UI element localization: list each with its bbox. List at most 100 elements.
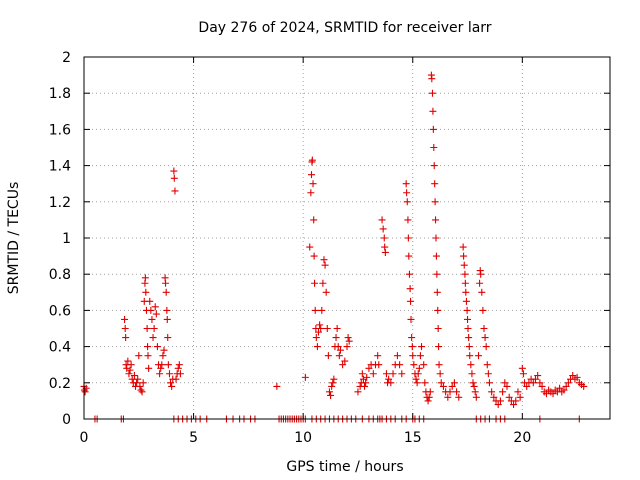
x-tick-label: 15 bbox=[404, 430, 422, 446]
data-point bbox=[430, 144, 438, 151]
data-point bbox=[501, 379, 509, 387]
data-point bbox=[468, 370, 476, 378]
data-point bbox=[433, 270, 441, 278]
data-point bbox=[403, 189, 411, 197]
data-point bbox=[516, 393, 524, 401]
data-point bbox=[448, 382, 456, 390]
data-point bbox=[153, 343, 161, 351]
y-tick-label: 0.4 bbox=[49, 340, 71, 356]
data-point bbox=[463, 306, 471, 314]
data-point bbox=[424, 397, 432, 405]
data-point bbox=[174, 364, 182, 372]
data-point bbox=[325, 388, 333, 396]
data-point bbox=[165, 370, 173, 378]
data-point bbox=[490, 393, 498, 401]
data-point bbox=[469, 379, 477, 387]
data-point bbox=[484, 370, 492, 378]
data-point bbox=[150, 325, 158, 332]
data-point bbox=[403, 198, 411, 206]
data-point bbox=[81, 388, 89, 396]
data-point bbox=[158, 361, 166, 369]
data-point bbox=[335, 352, 343, 360]
data-point bbox=[393, 352, 401, 360]
data-point bbox=[145, 364, 153, 372]
data-point bbox=[549, 390, 557, 398]
data-point bbox=[387, 379, 395, 387]
data-point bbox=[465, 343, 473, 351]
data-point bbox=[453, 388, 461, 396]
data-point bbox=[466, 352, 474, 360]
data-point bbox=[141, 274, 149, 282]
data-point bbox=[363, 373, 371, 381]
data-point bbox=[435, 361, 443, 369]
data-point bbox=[138, 388, 146, 396]
data-point bbox=[341, 357, 349, 365]
x-tick-label: 10 bbox=[294, 430, 312, 446]
data-point bbox=[471, 388, 479, 396]
data-point bbox=[462, 288, 470, 296]
data-point bbox=[431, 198, 439, 206]
chart-title: Day 276 of 2024, SRMTID for receiver lar… bbox=[198, 20, 491, 36]
y-tick-label: 0 bbox=[62, 412, 71, 428]
data-point bbox=[379, 225, 387, 233]
data-point bbox=[175, 361, 183, 369]
data-point bbox=[464, 315, 472, 323]
data-point bbox=[328, 382, 336, 390]
data-point bbox=[136, 382, 144, 390]
data-point bbox=[529, 379, 537, 387]
data-point bbox=[425, 393, 433, 401]
data-point bbox=[306, 243, 314, 251]
y-tick-label: 2 bbox=[62, 50, 71, 66]
data-point bbox=[523, 382, 531, 390]
data-point bbox=[569, 372, 577, 380]
data-point bbox=[374, 352, 382, 360]
data-point bbox=[564, 379, 572, 387]
data-point bbox=[315, 328, 323, 336]
data-point bbox=[573, 373, 581, 381]
data-point bbox=[126, 366, 134, 374]
data-point bbox=[510, 401, 518, 409]
data-point bbox=[162, 288, 170, 296]
data-point bbox=[144, 343, 152, 351]
data-point bbox=[380, 234, 388, 242]
data-point bbox=[147, 306, 155, 314]
data-point bbox=[343, 343, 351, 351]
data-point bbox=[534, 372, 542, 380]
data-point bbox=[139, 379, 147, 387]
data-point bbox=[485, 379, 493, 387]
data-point bbox=[415, 364, 423, 372]
data-point bbox=[307, 189, 315, 197]
data-point bbox=[412, 375, 420, 383]
y-tick-label: 1 bbox=[62, 231, 71, 247]
x-axis-title: GPS time / hours bbox=[286, 459, 403, 475]
data-point bbox=[428, 75, 436, 83]
data-point bbox=[167, 379, 175, 387]
data-point bbox=[488, 388, 496, 396]
data-point bbox=[164, 334, 172, 342]
data-point bbox=[542, 390, 550, 398]
data-point bbox=[334, 343, 342, 351]
data-point bbox=[143, 325, 151, 332]
data-point bbox=[344, 334, 352, 342]
axis-ticks: 0 5 10 15 20 0 0.2 0.4 0.6 0.8 1 1.2 1.4 1.6 1.8 2 bbox=[49, 50, 610, 446]
data-point bbox=[483, 361, 491, 369]
data-point bbox=[434, 306, 442, 314]
data-point bbox=[404, 234, 412, 242]
data-point bbox=[432, 252, 440, 260]
data-point bbox=[330, 375, 338, 383]
data-point bbox=[171, 187, 179, 195]
data-point bbox=[505, 393, 513, 401]
data-point bbox=[170, 174, 178, 182]
data-point bbox=[354, 388, 362, 396]
data-point bbox=[345, 337, 353, 345]
y-tick-label: 1.6 bbox=[49, 122, 71, 138]
data-point bbox=[556, 384, 564, 392]
data-point bbox=[433, 288, 441, 296]
data-point bbox=[405, 270, 413, 278]
data-point bbox=[308, 156, 316, 164]
data-point bbox=[146, 297, 154, 305]
data-point bbox=[365, 364, 373, 372]
data-point bbox=[121, 325, 129, 332]
y-tick-label: 0.2 bbox=[49, 376, 71, 392]
data-point bbox=[389, 370, 397, 378]
